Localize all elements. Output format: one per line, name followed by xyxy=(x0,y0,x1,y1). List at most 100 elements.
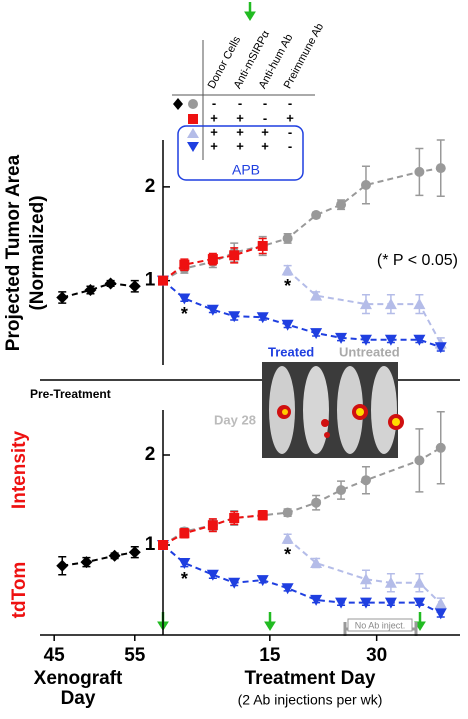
data-point xyxy=(434,608,447,620)
data-point xyxy=(228,311,241,323)
table-entry: + xyxy=(236,138,244,153)
data-point xyxy=(178,558,191,569)
data-point xyxy=(56,291,69,304)
apb-label: APB xyxy=(232,162,260,178)
y-axis-title: Projected Tumor Area xyxy=(3,154,24,351)
x-tick-label: 15 xyxy=(259,645,281,666)
table-entry: - xyxy=(212,95,216,110)
data-point xyxy=(179,528,190,539)
data-point xyxy=(229,513,240,523)
table-entry: + xyxy=(210,124,218,139)
significance-mark: * xyxy=(284,276,291,296)
mouse-photo xyxy=(262,362,404,458)
data-point xyxy=(178,293,191,305)
legend-symbol xyxy=(187,142,199,152)
data-point xyxy=(336,199,347,210)
data-point xyxy=(413,597,426,609)
legend-symbol xyxy=(173,98,183,110)
data-point xyxy=(335,597,348,609)
data-point xyxy=(336,485,347,496)
significance-mark: * xyxy=(181,304,188,324)
table-entry: + xyxy=(236,124,244,139)
series-line xyxy=(286,537,442,605)
series-line xyxy=(286,269,442,344)
table-entry: - xyxy=(288,95,292,110)
data-point xyxy=(413,334,426,346)
data-point xyxy=(281,319,294,331)
y-axis-title: (Normalized) xyxy=(27,195,48,310)
significance-mark: * xyxy=(181,569,188,589)
series-line xyxy=(62,551,135,567)
untreated-label: Untreated xyxy=(339,344,400,359)
data-point xyxy=(311,497,322,508)
y-tick-label: 2 xyxy=(145,176,156,197)
significance-note: (* P < 0.05) xyxy=(377,252,458,269)
data-point xyxy=(281,264,294,276)
data-point xyxy=(229,250,240,261)
data-point xyxy=(413,576,426,588)
y-tick-label: 1 xyxy=(145,270,156,291)
x-axis-title: Treatment Day xyxy=(245,668,376,689)
no-injection-box xyxy=(347,618,413,632)
data-point xyxy=(434,342,447,354)
legend-symbol xyxy=(188,99,198,109)
table-entry: + xyxy=(236,110,244,125)
data-point xyxy=(435,163,446,174)
data-point xyxy=(158,540,168,550)
series-line xyxy=(61,282,135,299)
data-point xyxy=(359,573,372,585)
data-point xyxy=(228,577,241,589)
data-point xyxy=(360,475,371,486)
legend-symbol xyxy=(188,114,198,124)
table-entry: + xyxy=(261,124,269,139)
data-point xyxy=(207,254,218,265)
y-tick-label: 2 xyxy=(145,444,156,465)
no-injection-label: No Ab inject. xyxy=(355,620,406,630)
data-point xyxy=(359,597,372,609)
data-point xyxy=(384,576,397,588)
y-axis-title: Intensity xyxy=(9,431,30,510)
day-label: Day 28 xyxy=(214,412,256,427)
x-tick-label: 30 xyxy=(366,645,387,666)
data-point xyxy=(128,280,141,293)
table-entry: - xyxy=(288,138,292,153)
treated-label: Treated xyxy=(268,344,314,359)
data-point xyxy=(256,312,269,324)
data-point xyxy=(128,546,141,559)
data-point xyxy=(360,180,371,190)
data-point xyxy=(359,334,372,346)
data-point xyxy=(84,284,97,296)
data-point xyxy=(281,532,294,544)
x-tick-label: 55 xyxy=(124,645,146,666)
y-tick-label: 1 xyxy=(145,534,156,555)
data-point xyxy=(310,594,323,606)
table-entry: - xyxy=(263,95,267,110)
data-point xyxy=(282,507,293,518)
pre-treatment-label: Pre-Treatment xyxy=(30,387,111,401)
data-point xyxy=(359,298,372,310)
table-entry: + xyxy=(210,110,218,125)
table-entry: + xyxy=(210,138,218,153)
data-point xyxy=(414,166,425,177)
data-point xyxy=(384,334,397,346)
x-axis-note: (2 Ab injections per wk) xyxy=(238,692,383,708)
data-point xyxy=(108,549,121,562)
data-point xyxy=(413,298,426,310)
data-point xyxy=(384,597,397,609)
data-point xyxy=(257,240,268,251)
data-point xyxy=(257,510,268,521)
data-point xyxy=(384,298,397,310)
data-point xyxy=(104,277,117,290)
data-point xyxy=(310,289,323,301)
data-point xyxy=(256,575,269,587)
data-point xyxy=(310,557,323,568)
series-line xyxy=(162,279,442,349)
data-point xyxy=(335,332,348,344)
data-point xyxy=(434,597,447,609)
legend-symbol xyxy=(187,128,199,138)
data-point xyxy=(207,520,218,531)
x-axis-title: Day xyxy=(61,688,96,709)
series-line xyxy=(162,446,442,546)
data-point xyxy=(414,455,425,466)
